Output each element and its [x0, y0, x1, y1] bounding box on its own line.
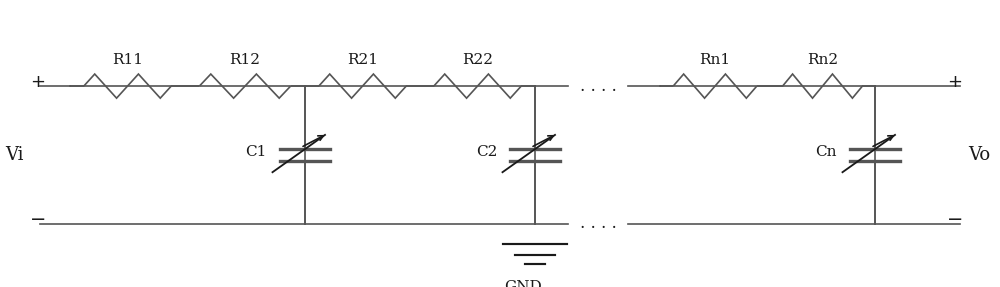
- Text: R21: R21: [347, 53, 378, 67]
- Text: R22: R22: [462, 53, 493, 67]
- Text: . . . .: . . . .: [580, 215, 616, 232]
- Text: −: −: [30, 210, 46, 229]
- Text: Cn: Cn: [816, 145, 837, 159]
- Text: Vi: Vi: [5, 146, 24, 164]
- Text: R11: R11: [112, 53, 143, 67]
- Text: GND: GND: [504, 280, 542, 287]
- Text: Vo: Vo: [968, 146, 990, 164]
- Text: C1: C1: [246, 145, 267, 159]
- Text: C2: C2: [476, 145, 497, 159]
- Text: +: +: [948, 73, 962, 91]
- Text: . . . .: . . . .: [580, 77, 616, 95]
- Text: Rn1: Rn1: [699, 53, 731, 67]
- Text: R12: R12: [230, 53, 260, 67]
- Text: Rn2: Rn2: [807, 53, 838, 67]
- Text: −: −: [947, 210, 963, 229]
- Text: +: +: [30, 73, 46, 91]
